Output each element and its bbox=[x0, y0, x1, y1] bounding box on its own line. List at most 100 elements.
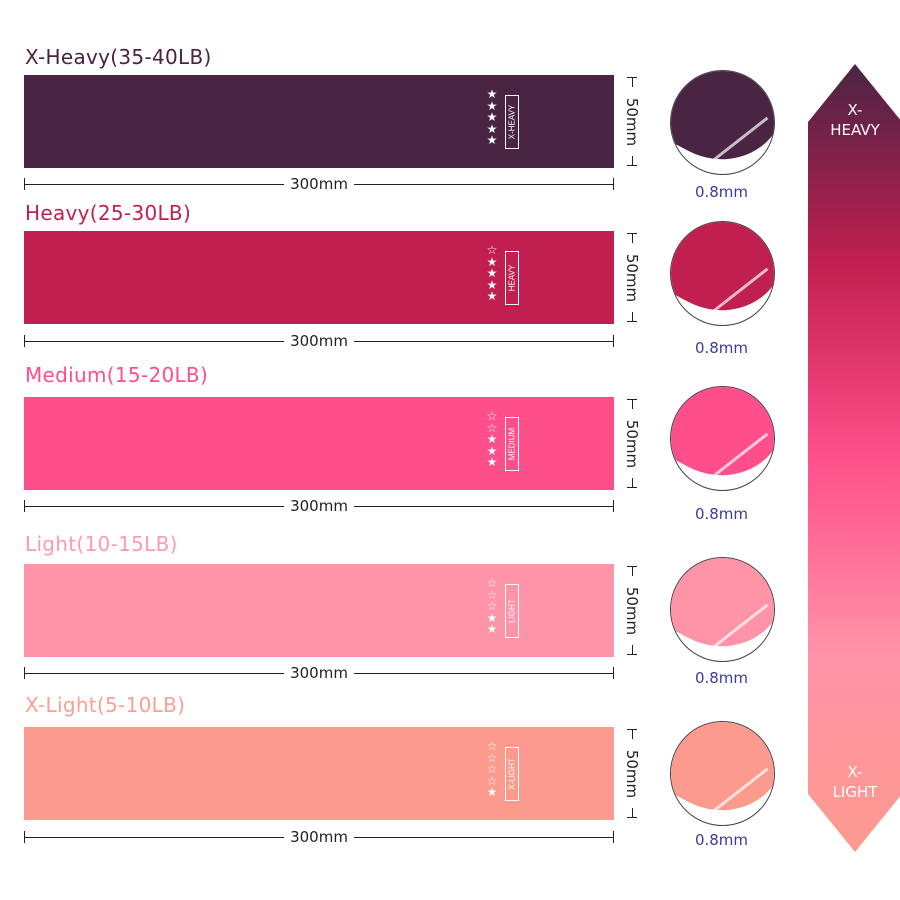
dimension-tick bbox=[24, 831, 25, 843]
width-dimension: 50mm bbox=[622, 231, 642, 324]
level-tag-text: HEAVY bbox=[507, 264, 517, 292]
star-outline-icon: ☆ bbox=[486, 576, 498, 590]
length-label: 300mm bbox=[284, 175, 354, 193]
dimension-tick bbox=[613, 178, 614, 190]
band-title: X-Heavy(35-40LB) bbox=[25, 45, 212, 69]
star-outline-icon: ☆ bbox=[486, 420, 498, 435]
star-filled-icon: ★ bbox=[486, 98, 498, 113]
resistance-scale-arrow bbox=[808, 64, 900, 852]
width-dimension: 50mm bbox=[622, 564, 642, 657]
star-filled-icon: ★ bbox=[486, 443, 498, 458]
rating-stars: ☆ ☆ ★ ★ ★ bbox=[486, 409, 498, 469]
width-dimension: 50mm bbox=[622, 397, 642, 490]
scale-bottom-label-line1: X- bbox=[847, 763, 863, 781]
level-tag: X-LIGHT bbox=[505, 747, 519, 801]
dimension-line bbox=[632, 729, 633, 739]
length-dimension: 300mm bbox=[24, 664, 614, 682]
star-filled-icon: ★ bbox=[486, 266, 498, 280]
band-title: Heavy(25-30LB) bbox=[25, 201, 192, 225]
thickness-label: 0.8mm bbox=[694, 831, 749, 849]
dimension-tick bbox=[24, 178, 25, 190]
thickness-label: 0.8mm bbox=[694, 669, 749, 687]
star-outline-icon: ☆ bbox=[486, 587, 498, 602]
length-label: 300mm bbox=[284, 497, 354, 515]
level-tag-text: LIGHT bbox=[507, 599, 517, 623]
level-tag: LIGHT bbox=[505, 584, 519, 638]
dimension-tick bbox=[613, 831, 614, 843]
dimension-line bbox=[632, 478, 633, 488]
rating-stars: ☆ ☆ ☆ ☆ ★ bbox=[486, 740, 498, 799]
rating-stars: ★ ★ ★ ★ ★ bbox=[486, 87, 498, 147]
band-thickness-closeup bbox=[670, 557, 775, 662]
resistance-band: ☆ ★ ★ ★ ★ HEAVY bbox=[24, 231, 614, 324]
dimension-line bbox=[632, 566, 633, 576]
scale-bottom-label-line2: LIGHT bbox=[832, 783, 878, 801]
length-label: 300mm bbox=[284, 664, 354, 682]
level-tag-text: X-HEAVY bbox=[507, 104, 517, 140]
length-dimension: 300mm bbox=[24, 332, 614, 350]
dimension-line bbox=[632, 233, 633, 243]
length-label: 300mm bbox=[284, 332, 354, 350]
star-outline-icon: ☆ bbox=[486, 773, 498, 788]
resistance-band: ☆ ☆ ☆ ☆ ★ X-LIGHT bbox=[24, 727, 614, 820]
level-tag-text: X-LIGHT bbox=[507, 758, 517, 790]
width-label: 50mm bbox=[623, 97, 641, 146]
dimension-tick bbox=[24, 335, 25, 347]
width-dimension: 50mm bbox=[622, 75, 642, 168]
level-tag: X-HEAVY bbox=[505, 95, 519, 149]
star-outline-icon: ☆ bbox=[486, 762, 498, 776]
star-filled-icon: ★ bbox=[486, 87, 498, 101]
thickness-label: 0.8mm bbox=[694, 183, 749, 201]
star-filled-icon: ★ bbox=[486, 110, 498, 124]
star-filled-icon: ★ bbox=[486, 455, 498, 469]
rating-stars: ☆ ☆ ☆ ★ ★ bbox=[486, 576, 498, 636]
star-filled-icon: ★ bbox=[486, 785, 498, 799]
scale-top-label: X- HEAVY bbox=[808, 100, 900, 140]
star-filled-icon: ★ bbox=[486, 610, 498, 625]
dimension-line bbox=[632, 645, 633, 655]
scale-bottom-label: X- LIGHT bbox=[808, 762, 900, 802]
dimension-tick bbox=[613, 335, 614, 347]
width-dimension: 50mm bbox=[622, 727, 642, 820]
dimension-line bbox=[632, 808, 633, 818]
band-title: X-Light(5-10LB) bbox=[25, 693, 186, 717]
resistance-band: ☆ ☆ ☆ ★ ★ LIGHT bbox=[24, 564, 614, 657]
star-outline-icon: ☆ bbox=[486, 599, 498, 613]
band-thickness-closeup bbox=[670, 221, 775, 326]
dimension-line bbox=[632, 77, 633, 87]
width-label: 50mm bbox=[623, 253, 641, 302]
length-dimension: 300mm bbox=[24, 497, 614, 515]
dimension-line bbox=[632, 156, 633, 166]
resistance-band: ★ ★ ★ ★ ★ X-HEAVY bbox=[24, 75, 614, 168]
level-tag-text: MEDIUM bbox=[507, 427, 517, 461]
length-dimension: 300mm bbox=[24, 175, 614, 193]
star-filled-icon: ★ bbox=[486, 277, 498, 292]
thickness-label: 0.8mm bbox=[694, 505, 749, 523]
rating-stars: ☆ ★ ★ ★ ★ bbox=[486, 243, 498, 303]
star-filled-icon: ★ bbox=[486, 121, 498, 136]
level-tag: MEDIUM bbox=[505, 417, 519, 471]
scale-top-label-line2: HEAVY bbox=[830, 121, 880, 139]
dimension-tick bbox=[613, 667, 614, 679]
star-filled-icon: ★ bbox=[486, 432, 498, 446]
length-label: 300mm bbox=[284, 828, 354, 846]
resistance-band: ☆ ☆ ★ ★ ★ MEDIUM bbox=[24, 397, 614, 490]
thickness-label: 0.8mm bbox=[694, 339, 749, 357]
level-tag: HEAVY bbox=[505, 251, 519, 305]
width-label: 50mm bbox=[623, 419, 641, 468]
band-title: Light(10-15LB) bbox=[25, 532, 178, 556]
length-dimension: 300mm bbox=[24, 828, 614, 846]
star-outline-icon: ☆ bbox=[486, 243, 498, 257]
width-label: 50mm bbox=[623, 586, 641, 635]
dimension-tick bbox=[613, 500, 614, 512]
band-thickness-closeup bbox=[670, 721, 775, 826]
star-filled-icon: ★ bbox=[486, 133, 498, 147]
dimension-line bbox=[632, 312, 633, 322]
band-thickness-closeup bbox=[670, 386, 775, 491]
star-filled-icon: ★ bbox=[486, 289, 498, 303]
scale-top-label-line1: X- bbox=[847, 101, 863, 119]
band-title: Medium(15-20LB) bbox=[25, 363, 209, 387]
star-outline-icon: ☆ bbox=[486, 409, 498, 423]
star-outline-icon: ☆ bbox=[486, 750, 498, 765]
band-thickness-closeup bbox=[670, 70, 775, 175]
